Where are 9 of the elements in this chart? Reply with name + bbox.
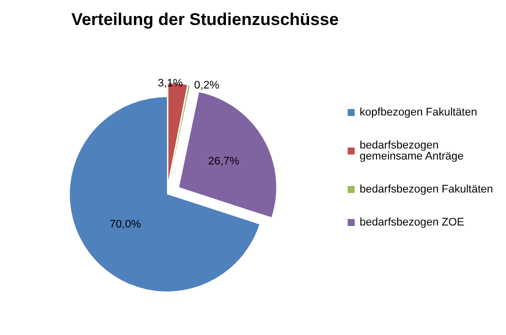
legend-label: bedarfsbezogen ZOE [360,216,464,228]
data-label: 3,1% [158,78,183,90]
data-label: 26,7% [208,155,240,168]
legend-label: kopfbezogen Fakultäten [360,106,478,118]
legend-label: bedarfsbezogen gemeinsame Anträge [360,140,464,162]
data-label: 70,0% [110,218,142,231]
data-label: 0,2% [194,79,220,92]
chart-title: Verteilung der Studienzuschüsse [71,10,339,29]
legend-label: bedarfsbezogen Fakultäten [360,184,494,196]
